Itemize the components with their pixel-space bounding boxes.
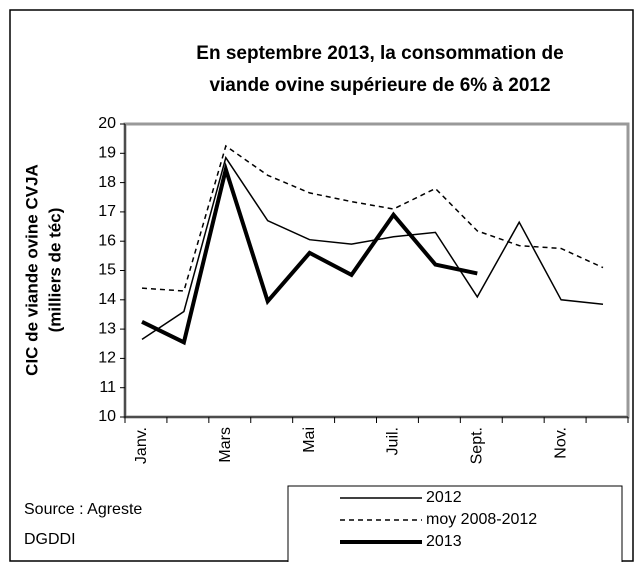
y-tick-label: 12 <box>98 350 116 367</box>
y-tick-label: 15 <box>98 262 116 279</box>
plot-area <box>123 122 630 419</box>
legend-label: 2013 <box>426 533 462 550</box>
legend-label: moy 2008-2012 <box>426 511 537 528</box>
y-tick-label: 16 <box>98 232 116 249</box>
x-tick-label: Mai <box>301 427 318 453</box>
x-tick-label: Janv. <box>133 427 150 464</box>
y-tick-label: 13 <box>98 320 116 337</box>
line-series <box>141 144 604 292</box>
y-tick-label: 18 <box>98 174 116 191</box>
x-tick-label: Nov. <box>552 427 569 459</box>
y-tick-label: 14 <box>98 291 116 308</box>
y-tick-label: 17 <box>98 203 116 220</box>
y-tick-label: 19 <box>98 145 116 162</box>
y-tick-label: 11 <box>99 379 116 396</box>
source: Source : Agreste <box>24 501 142 518</box>
y-tick-label: 20 <box>98 115 116 132</box>
x-tick-label: Juil. <box>385 427 402 455</box>
line-series <box>141 155 604 341</box>
source: DGDDI <box>24 531 76 548</box>
y-axis-label: (milliers de téc) <box>45 208 64 333</box>
legend-label: 2012 <box>426 489 462 506</box>
line-series <box>141 161 478 346</box>
chart-title: En septembre 2013, la consommation de <box>196 43 563 64</box>
chart-title: viande ovine supérieure de 6% à 2012 <box>209 75 550 96</box>
x-tick-label: Sept. <box>469 427 486 464</box>
x-tick-label: Mars <box>217 427 234 463</box>
y-axis-label: CIC de viande ovine CVJA <box>22 164 41 376</box>
y-tick-label: 10 <box>98 408 116 425</box>
